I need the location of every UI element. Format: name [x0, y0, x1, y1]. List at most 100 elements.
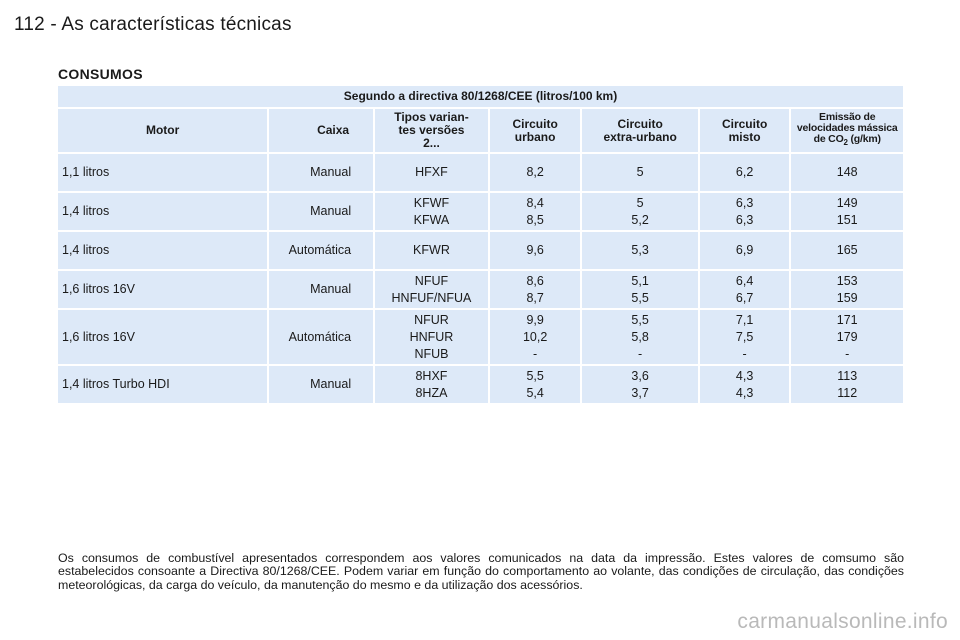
cell-misto-value: -	[742, 346, 747, 361]
cell-misto-value: 4,3	[735, 385, 754, 400]
cell-motor: 1,4 litros Turbo HDI	[58, 366, 268, 403]
cell-misto: 6,2	[699, 154, 790, 191]
header-urbano-line: Circuito	[512, 116, 558, 131]
subscript-2: 2	[843, 138, 848, 148]
table-row: 1,4 litros Manual KFWF KFWA 8,4 8,5 5 5,2 6,3 6,3…	[58, 193, 903, 230]
consumption-table: Segundo a directiva 80/1268/CEE (litros/…	[56, 84, 905, 405]
header-extra-urbano: Circuito extra-urbano	[582, 109, 698, 152]
cell-emissao-value: 113	[837, 368, 858, 383]
cell-emissao-value: 112	[837, 385, 858, 400]
cell-emissao: 153 159	[791, 271, 903, 308]
cell-extra-value: 5,3	[631, 243, 649, 257]
cell-emissao-value: 179	[836, 329, 858, 344]
cell-emissao-value: 149	[836, 195, 858, 210]
header-emissao-line: Emissão de	[819, 111, 876, 124]
table-row: 1,4 litros Automática KFWR 9,6 5,3 6,9 165	[58, 232, 903, 269]
cell-urbano-value: 5,5	[526, 368, 544, 383]
cell-misto: 6,3 6,3	[699, 193, 790, 230]
cell-caixa: Manual	[269, 271, 374, 308]
cell-emissao-value: 165	[836, 243, 858, 257]
page-title: 112 - As características técnicas	[14, 14, 292, 35]
cell-tipos: NFUF HNFUF/NFUA	[375, 271, 488, 308]
co-text: de CO	[813, 133, 844, 146]
header-emissao-line: de CO2 (g/km)	[795, 134, 899, 148]
cell-emissao: 171 179 -	[791, 310, 903, 364]
cell-tipos-value: KFWF	[413, 195, 450, 210]
table-row: 1,6 litros 16V Manual NFUF HNFUF/NFUA 8,6 8,7…	[58, 271, 903, 308]
cell-emissao: 165	[791, 232, 903, 269]
header-emissao: Emissão de velocidades mássica de CO2 (g…	[791, 109, 903, 152]
cell-misto-value: 7,1	[735, 312, 754, 327]
cell-extra: 3,6 3,7	[582, 366, 698, 403]
cell-tipos: 8HXF 8HZA	[375, 366, 488, 403]
cell-urbano-value: 5,4	[526, 385, 544, 400]
cell-extra-value: 3,7	[631, 385, 649, 400]
cell-tipos: KFWR	[375, 232, 488, 269]
cell-extra: 5,5 5,8 -	[582, 310, 698, 364]
directive-header-row: Segundo a directiva 80/1268/CEE (litros/…	[58, 86, 903, 107]
cell-tipos-value: KFWA	[413, 212, 450, 227]
cell-extra-value: 5,1	[631, 273, 649, 288]
header-misto-line: Circuito	[721, 116, 768, 131]
cell-motor: 1,6 litros 16V	[58, 271, 268, 308]
cell-urbano: 8,4 8,5	[489, 193, 581, 230]
cell-urbano-value: -	[533, 346, 538, 361]
cell-misto: 6,4 6,7	[699, 271, 790, 308]
cell-misto: 6,9	[699, 232, 790, 269]
cell-urbano-value: 9,9	[526, 312, 544, 327]
cell-tipos: KFWF KFWA	[375, 193, 488, 230]
cell-extra: 5	[582, 154, 698, 191]
cell-tipos-value: 8HXF	[415, 368, 448, 383]
cell-tipos: HFXF	[375, 154, 488, 191]
header-extra-line: extra-urbano	[603, 129, 677, 144]
header-urbano-line: urbano	[514, 129, 556, 144]
cell-urbano: 9,6	[489, 232, 581, 269]
cell-misto-value: 6,9	[735, 243, 754, 257]
cell-misto-value: 6,4	[735, 273, 754, 288]
cell-motor: 1,1 litros	[58, 154, 268, 191]
table-body: 1,1 litros Manual HFXF 8,2 5 6,2 148 1,4 litros…	[58, 154, 903, 403]
cell-motor: 1,4 litros	[58, 193, 268, 230]
cell-emissao-value: 153	[836, 273, 858, 288]
cell-misto-value: 4,3	[735, 368, 754, 383]
header-motor: Motor	[58, 109, 268, 152]
cell-misto-value: 6,7	[735, 290, 754, 305]
cell-emissao-value: 151	[836, 212, 858, 227]
cell-emissao-value: 159	[836, 290, 858, 305]
cell-caixa: Manual	[269, 366, 374, 403]
cell-emissao: 148	[791, 154, 903, 191]
header-tipos: Tipos varian- tes versões 2...	[375, 109, 488, 152]
header-emissao-line: velocidades mássica	[796, 122, 898, 135]
cell-misto: 4,3 4,3	[699, 366, 790, 403]
cell-urbano: 5,5 5,4	[489, 366, 581, 403]
cell-urbano-value: 9,6	[526, 243, 544, 257]
cell-caixa: Automática	[269, 232, 374, 269]
cell-extra-value: 5	[636, 195, 644, 210]
cell-extra-value: 5	[636, 165, 644, 179]
watermark: carmanualsonline.info	[737, 610, 948, 633]
cell-urbano: 8,6 8,7	[489, 271, 581, 308]
cell-urbano-value: 8,5	[526, 212, 544, 227]
footnote: Os consumos de combustível apresentados …	[58, 551, 904, 592]
cell-extra-value: 5,2	[631, 212, 649, 227]
header-extra-line: Circuito	[617, 116, 663, 131]
cell-tipos-value: NFUF	[414, 273, 449, 288]
cell-tipos-value: HNFUR	[409, 329, 454, 344]
cell-caixa: Manual	[269, 154, 374, 191]
section-title: CONSUMOS	[58, 66, 143, 82]
header-tipos-line: Tipos varian-	[394, 110, 469, 124]
cell-motor: 1,4 litros	[58, 232, 268, 269]
cell-emissao: 113 112	[791, 366, 903, 403]
cell-misto: 7,1 7,5 -	[699, 310, 790, 364]
cell-extra: 5,1 5,5	[582, 271, 698, 308]
header-caixa: Caixa	[269, 109, 374, 152]
directive-header: Segundo a directiva 80/1268/CEE (litros/…	[58, 86, 903, 107]
table-row: 1,4 litros Turbo HDI Manual 8HXF 8HZA 5,5 5,4…	[58, 366, 903, 403]
cell-urbano-value: 10,2	[522, 329, 548, 344]
cell-caixa: Automática	[269, 310, 374, 364]
column-header-row: Motor Caixa Tipos varian- tes versões 2.…	[58, 109, 903, 152]
cell-emissao-value: -	[845, 346, 850, 361]
header-tipos-line: tes versões	[398, 123, 465, 137]
cell-emissao-value: 148	[836, 165, 858, 179]
header-tipos-line: 2...	[423, 136, 440, 150]
